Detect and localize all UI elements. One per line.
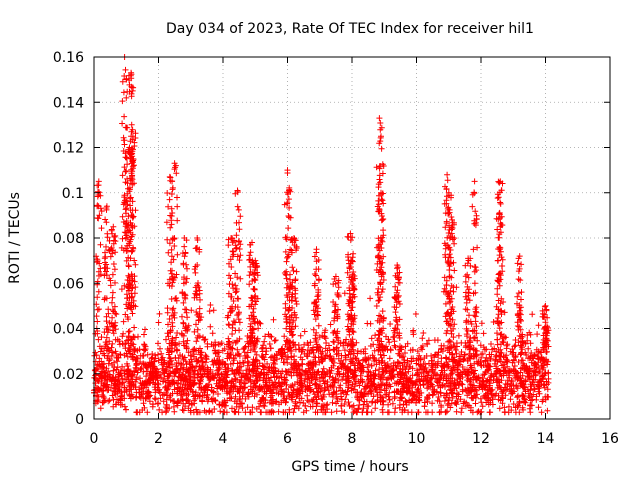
y-tick-label: 0.08 <box>53 231 84 247</box>
x-tick-label: 12 <box>472 431 490 447</box>
x-tick-label: 14 <box>537 431 555 447</box>
x-tick-label: 16 <box>601 431 619 447</box>
y-tick-label: 0.04 <box>53 322 84 338</box>
y-tick-label: 0.12 <box>53 141 84 157</box>
x-tick-label: 4 <box>219 431 228 447</box>
roti-point-group <box>163 160 300 354</box>
y-axis-label: ROTI / TECUs <box>7 192 23 284</box>
roti-point-group <box>442 178 552 354</box>
x-tick-label: 8 <box>348 431 357 447</box>
roti-point-group <box>288 115 455 354</box>
x-tick-label: 0 <box>90 431 99 447</box>
axis-ticks: 0 2 4 6 8 10 12 14 16 0 0.02 0.04 0.06 0.08 0.1 0.12 0.1… <box>53 50 619 447</box>
y-tick-label: 0.16 <box>53 50 84 66</box>
chart-title: Day 034 of 2023, Rate Of TEC Index for r… <box>166 21 534 37</box>
x-tick-label: 2 <box>154 431 163 447</box>
x-tick-label: 6 <box>283 431 292 447</box>
y-tick-label: 0.1 <box>62 186 84 202</box>
y-tick-label: 0.14 <box>53 95 84 111</box>
data-points <box>91 54 552 416</box>
x-tick-label: 10 <box>408 431 426 447</box>
x-axis-label: GPS time / hours <box>291 459 408 475</box>
y-tick-label: 0.02 <box>53 367 84 383</box>
y-tick-label: 0.06 <box>53 276 84 292</box>
y-tick-label: 0 <box>75 412 84 428</box>
roti-point-group <box>93 54 181 354</box>
